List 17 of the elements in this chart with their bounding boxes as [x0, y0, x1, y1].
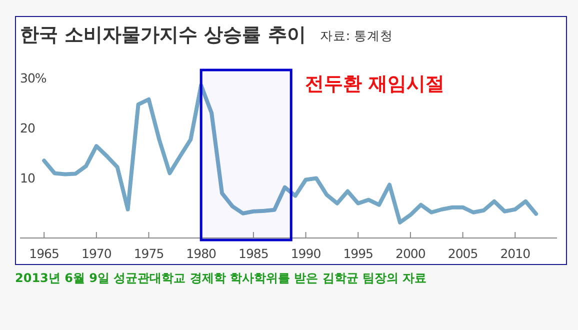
x-tick-label: 1990 — [290, 246, 322, 261]
x-tick-label: 1995 — [343, 246, 374, 261]
chart-title: 한국 소비자물가지수 상승률 추이 — [20, 24, 306, 46]
x-tick-label: 1980 — [186, 246, 217, 261]
y-tick-label: 30% — [20, 70, 47, 86]
y-tick-label: 10 — [20, 170, 36, 186]
x-tick-label: 2000 — [396, 246, 426, 261]
text: 자료: 통계청 — [320, 28, 394, 43]
band-label: 전두환 재임시절 — [305, 73, 445, 95]
x-tick-label: 1965 — [29, 246, 59, 261]
x-tick-label: 2005 — [448, 246, 478, 261]
x-tick-label: 2010 — [500, 246, 531, 261]
x-tick-label: 1975 — [134, 246, 164, 261]
x-tick-label: 1970 — [82, 246, 112, 261]
x-tick-label: 1985 — [238, 246, 268, 261]
text: 2013년 6월 9일 성균관대학교 경제학 학사학위를 받은 김학균 팀장의 자료 — [15, 271, 427, 285]
y-tick-label: 20 — [20, 120, 36, 136]
